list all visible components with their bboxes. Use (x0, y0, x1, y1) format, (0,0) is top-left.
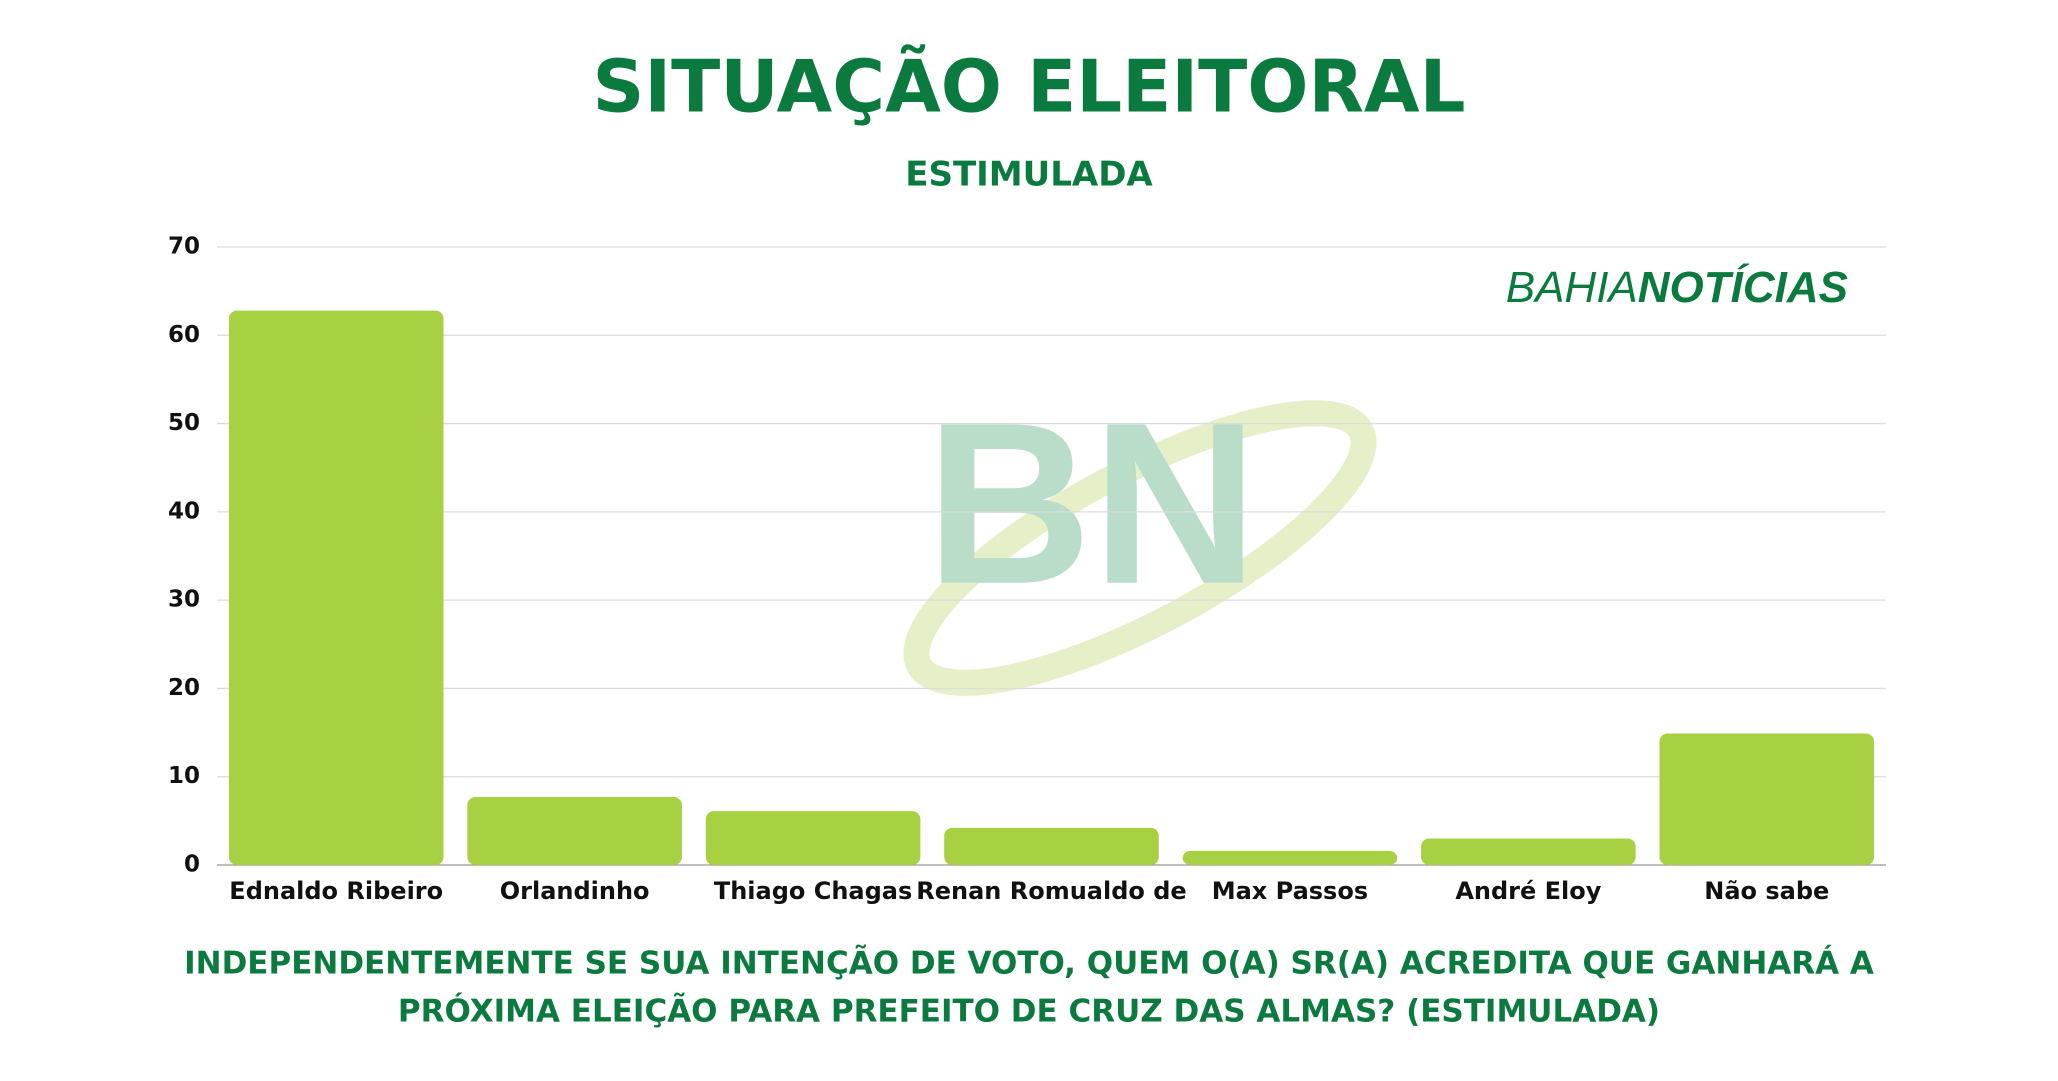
watermark: BN (926, 375, 1258, 632)
y-tick-label: 20 (168, 675, 200, 701)
bar (1182, 850, 1398, 865)
bar (944, 827, 1159, 865)
y-tick-label: 10 (168, 763, 200, 789)
bar (1421, 838, 1636, 865)
y-tick-label: 70 (168, 234, 200, 260)
logo: BAHIANOTÍCIAS (1506, 262, 1848, 312)
bar (1659, 733, 1875, 865)
x-tick-label: Não sabe (1704, 877, 1829, 905)
x-tick-label: Ednaldo Ribeiro (229, 877, 443, 905)
bar (467, 797, 682, 865)
question: INDEPENDENTEMENTE SE SUA INTENÇÃO DE VOT… (184, 945, 1874, 982)
x-tick-label: André Eloy (1455, 877, 1601, 905)
x-tick-label: Thiago Chagas (714, 877, 912, 905)
bar (228, 310, 444, 866)
y-tick-label: 40 (168, 498, 200, 524)
chart-title: SITUAÇÃO ELEITORAL (593, 45, 1466, 129)
logo-part: NOTÍCIAS (1638, 262, 1848, 312)
logo-part: BAHIA (1506, 263, 1638, 312)
y-tick-label: 30 (168, 587, 200, 613)
x-tick-label: Orlandinho (500, 877, 650, 905)
x-tick-label: Renan Romualdo de (916, 877, 1186, 905)
y-tick-label: 0 (184, 852, 200, 878)
question: PRÓXIMA ELEIÇÃO PARA PREFEITO DE CRUZ DA… (398, 993, 1660, 1030)
chart-subtitle: ESTIMULADA (905, 155, 1153, 195)
watermark-swoosh (903, 400, 1377, 696)
y-tick-label: 60 (168, 322, 200, 348)
x-tick-label: Max Passos (1212, 877, 1368, 905)
y-tick-label: 50 (168, 410, 200, 436)
bar (705, 811, 921, 865)
